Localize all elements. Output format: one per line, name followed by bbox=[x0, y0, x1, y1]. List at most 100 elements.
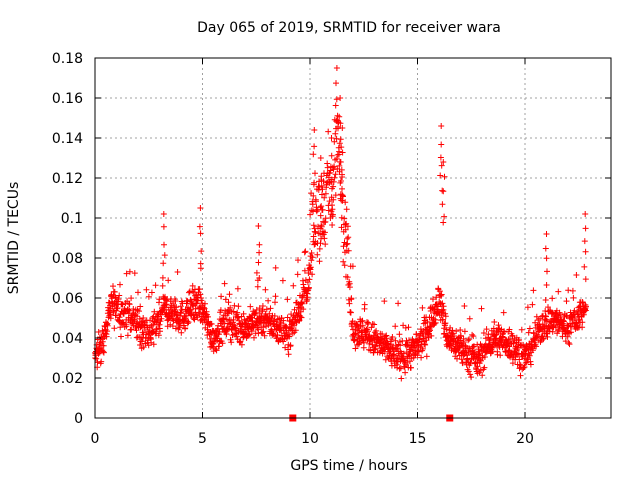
data-point bbox=[110, 283, 116, 290]
data-point bbox=[329, 211, 336, 218]
data-point bbox=[316, 245, 323, 252]
data-point bbox=[571, 307, 578, 314]
data-point bbox=[582, 211, 589, 217]
data-point bbox=[565, 339, 572, 346]
data-point bbox=[272, 293, 279, 300]
y-tick-label: 0.14 bbox=[52, 131, 83, 147]
data-point bbox=[442, 313, 449, 320]
data-point bbox=[265, 297, 272, 304]
data-point bbox=[291, 306, 298, 313]
data-point bbox=[582, 276, 589, 283]
data-point bbox=[136, 308, 142, 315]
data-point bbox=[277, 320, 284, 327]
data-point bbox=[437, 172, 444, 179]
data-point bbox=[228, 339, 235, 346]
y-tick-label: 0 bbox=[74, 411, 83, 427]
data-point bbox=[161, 252, 168, 259]
data-point bbox=[290, 282, 297, 289]
data-point bbox=[321, 229, 328, 236]
data-point bbox=[361, 301, 368, 308]
data-point bbox=[487, 335, 494, 342]
data-point bbox=[196, 286, 203, 293]
data-point bbox=[336, 148, 343, 155]
data-point bbox=[310, 192, 317, 199]
data-point bbox=[295, 257, 301, 264]
data-point bbox=[131, 270, 138, 277]
data-point bbox=[543, 282, 550, 288]
data-point bbox=[155, 332, 162, 339]
data-point bbox=[124, 332, 131, 339]
data-point bbox=[317, 155, 324, 161]
data-point bbox=[439, 300, 446, 307]
data-point bbox=[213, 347, 220, 354]
data-point bbox=[470, 343, 476, 350]
data-point bbox=[271, 313, 278, 319]
data-point bbox=[194, 314, 201, 321]
data-point bbox=[308, 257, 315, 264]
data-point bbox=[189, 282, 196, 289]
data-point bbox=[549, 295, 556, 302]
data-point bbox=[345, 234, 352, 241]
y-axis-label: SRMTID / TECUs bbox=[6, 182, 22, 295]
data-point bbox=[261, 332, 268, 339]
data-point bbox=[285, 351, 292, 358]
data-point bbox=[470, 333, 477, 340]
data-point bbox=[438, 123, 445, 129]
data-point bbox=[140, 315, 147, 321]
data-point bbox=[184, 320, 191, 327]
data-point bbox=[255, 330, 262, 337]
data-point bbox=[571, 315, 578, 322]
data-point bbox=[311, 127, 318, 133]
data-point bbox=[248, 328, 255, 335]
data-point bbox=[240, 310, 247, 317]
data-point bbox=[306, 276, 313, 283]
data-point bbox=[566, 341, 573, 348]
data-point bbox=[238, 341, 245, 348]
x-tick-label: 10 bbox=[301, 431, 319, 447]
data-point bbox=[563, 313, 570, 319]
data-point bbox=[430, 296, 436, 303]
data-point bbox=[474, 363, 481, 370]
data-point bbox=[304, 294, 311, 301]
data-point bbox=[140, 344, 147, 351]
data-point bbox=[245, 320, 252, 327]
data-point bbox=[311, 241, 318, 248]
data-point bbox=[198, 248, 205, 255]
data-point bbox=[126, 268, 133, 275]
data-point bbox=[336, 140, 343, 147]
data-point bbox=[441, 213, 448, 220]
data-point bbox=[126, 307, 133, 314]
data-point bbox=[196, 223, 203, 230]
data-point bbox=[575, 310, 582, 317]
data-point bbox=[280, 338, 287, 345]
data-point bbox=[256, 241, 263, 248]
data-point bbox=[432, 319, 439, 326]
data-point bbox=[225, 299, 232, 306]
data-point bbox=[371, 346, 378, 353]
data-point bbox=[230, 316, 237, 323]
data-point bbox=[344, 274, 351, 281]
data-point bbox=[517, 362, 524, 369]
data-point bbox=[100, 348, 107, 355]
data-point bbox=[500, 309, 507, 316]
data-point bbox=[318, 203, 325, 210]
data-point bbox=[161, 241, 167, 248]
data-point bbox=[543, 231, 550, 237]
data-point bbox=[330, 196, 337, 203]
data-point bbox=[418, 354, 425, 361]
data-point bbox=[509, 360, 516, 367]
data-point bbox=[266, 310, 273, 317]
data-point bbox=[339, 149, 346, 156]
data-point bbox=[361, 339, 367, 346]
data-point bbox=[313, 208, 320, 215]
data-point bbox=[128, 326, 135, 333]
data-point bbox=[341, 215, 348, 222]
data-point bbox=[309, 201, 316, 208]
data-point bbox=[254, 283, 261, 290]
data-point bbox=[332, 192, 339, 199]
data-point bbox=[469, 331, 476, 338]
data-point bbox=[178, 329, 185, 336]
data-point bbox=[119, 319, 126, 326]
data-point bbox=[543, 330, 550, 337]
